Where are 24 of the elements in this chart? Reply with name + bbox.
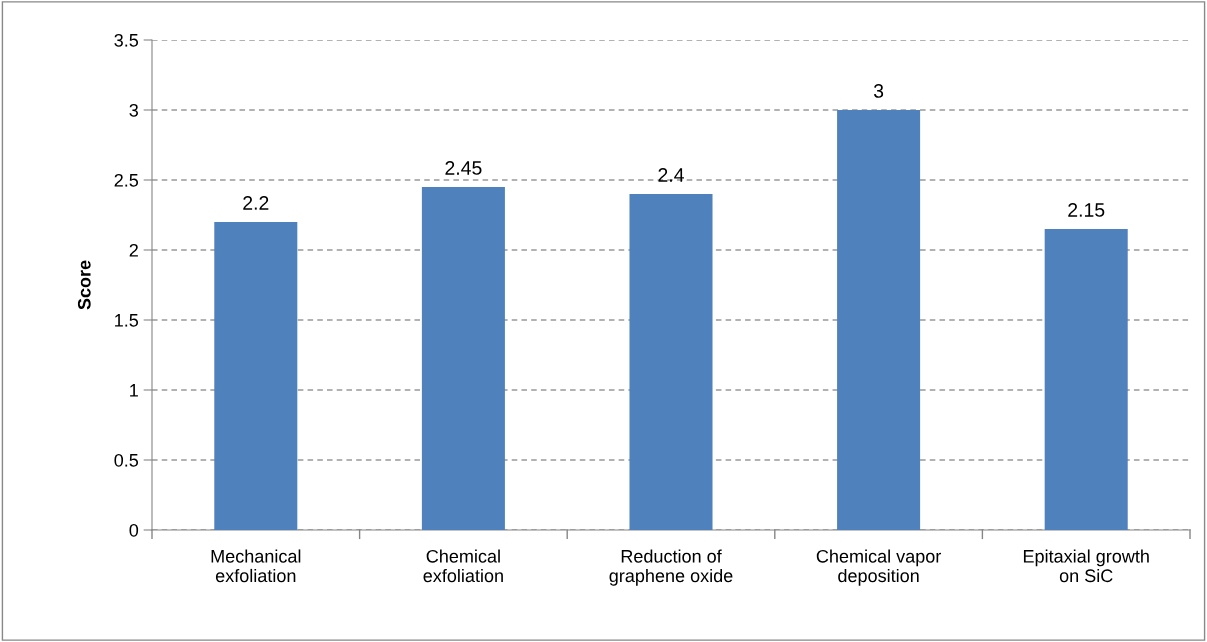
bar bbox=[421, 187, 505, 530]
x-tick-label: Mechanical exfoliation bbox=[211, 549, 301, 583]
y-tick-label: 2.5 bbox=[114, 173, 139, 187]
y-tick-label: 1.5 bbox=[115, 314, 139, 327]
data-label: 2.4 bbox=[658, 168, 684, 182]
data-label: 3 bbox=[873, 84, 884, 98]
x-tick-label: Reduction of graphene oxide bbox=[609, 549, 733, 586]
y-tick-label: 0.5 bbox=[114, 453, 139, 467]
x-tick-label: Epitaxial growth on SiC bbox=[1023, 549, 1149, 583]
y-axis-title: Score bbox=[77, 260, 91, 310]
y-tick-label: 0 bbox=[129, 523, 139, 537]
data-label: 2.45 bbox=[445, 161, 482, 175]
y-tick-label: 2 bbox=[129, 243, 138, 257]
bar bbox=[214, 222, 298, 530]
y-tick-label: 1 bbox=[130, 384, 138, 397]
data-label: 2.15 bbox=[1068, 203, 1105, 217]
data-label: 2.2 bbox=[243, 196, 269, 210]
y-tick-label: 3.5 bbox=[114, 33, 139, 47]
y-tick-label: 3 bbox=[129, 103, 139, 117]
bar bbox=[837, 110, 921, 530]
x-tick-label: Chemical exfoliation bbox=[423, 549, 503, 583]
bar bbox=[1044, 229, 1128, 530]
x-tick-label: Chemical vapor deposition bbox=[816, 549, 942, 586]
bar bbox=[629, 194, 713, 530]
